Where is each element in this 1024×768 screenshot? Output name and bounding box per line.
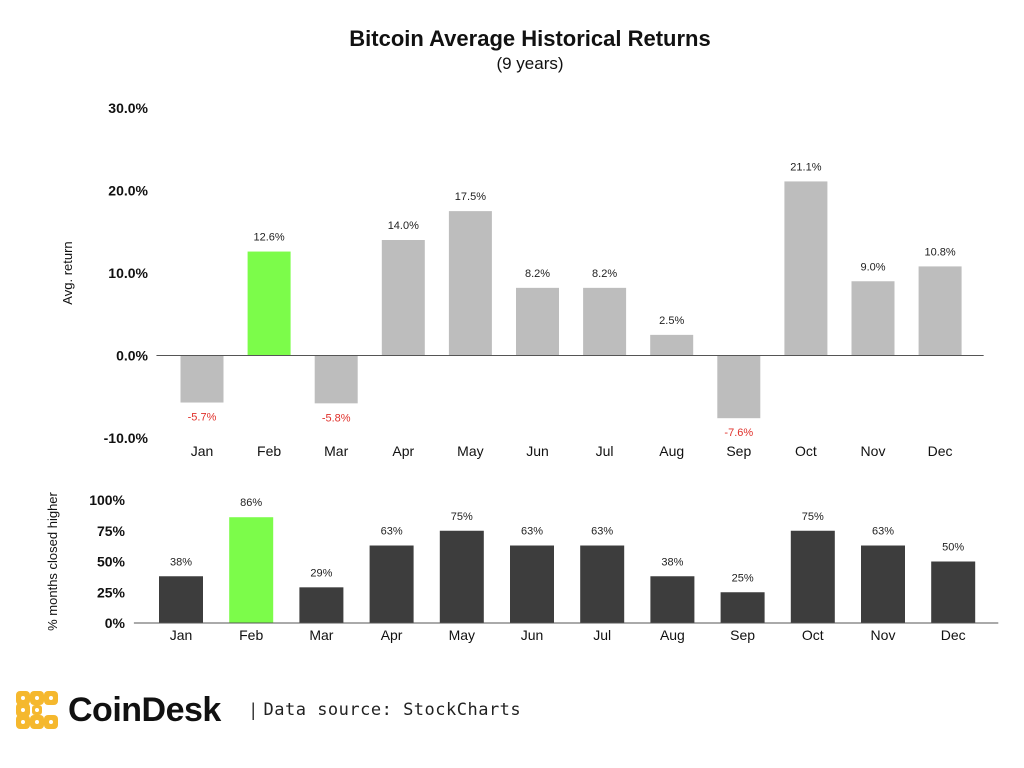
closed-higher-data-label: 63% [521,526,543,538]
footer-separator: | [250,699,256,720]
return-bar [583,287,627,356]
return-category-label: Jun [526,443,549,459]
closed-higher-data-label: 63% [381,526,403,538]
return-data-label: -5.7% [188,412,217,424]
closed-higher-category-label: Dec [941,627,966,643]
return-data-label: 14.0% [388,220,419,232]
return-category-label: Apr [392,443,414,459]
closed-higher-data-label: 63% [872,526,894,538]
closed-higher-data-label: 50% [942,542,964,554]
return-ylabel: Avg. return [60,241,75,304]
closed-higher-bar [931,561,976,623]
closed-higher-data-label: 63% [591,526,613,538]
return-data-label: -7.6% [724,427,753,439]
closed-higher-category-label: Feb [239,627,263,643]
closed-higher-category-label: Nov [871,627,896,643]
closed-higher-bar [299,587,344,623]
closed-higher-ytick-label: 25% [97,584,126,600]
closed-higher-bar [580,545,625,623]
closed-higher-bar [159,576,203,623]
return-bar [918,266,962,356]
closed-higher-data-label: 75% [451,511,473,523]
closed-higher-category-label: Aug [660,627,685,643]
return-category-label: Aug [659,443,684,459]
closed-higher-ytick-label: 75% [97,523,126,539]
data-source: Data source: StockCharts [263,700,522,720]
return-bar [448,211,492,356]
charts-area: 30.0% 20.0% 10.0% 0.0% -10.0% Avg. return -5.7… [45,100,999,643]
closed-higher-bar [720,592,765,623]
return-bar [247,251,291,356]
closed-higher-bar [650,576,695,623]
closed-higher-data-label: 86% [240,497,262,509]
closed-higher-bar [439,530,484,623]
closed-higher-bar [510,545,554,623]
closed-higher-category-label: Jan [170,627,193,643]
return-ytick-label: -10.0% [104,430,149,446]
closed-higher-bar [861,545,905,623]
return-category-label: Nov [861,443,886,459]
chart-title: Bitcoin Average Historical Returns [349,26,711,51]
return-bar [516,287,559,356]
return-bar [650,334,694,356]
closed-higher-ylabel: % months closed higher [45,491,60,630]
return-category-label: Mar [324,443,348,459]
return-category-label: Oct [795,443,817,459]
return-data-label: 8.2% [592,268,617,280]
return-bar [784,181,828,356]
return-ytick-label: 0.0% [116,348,148,364]
closed-higher-data-label: 38% [170,556,192,568]
closed-higher-category-label: Apr [381,627,403,643]
closed-higher-data-label: 38% [661,556,683,568]
return-ytick-label: 30.0% [108,100,148,116]
chart-subtitle: (9 years) [496,54,564,73]
return-data-label: 12.6% [253,232,284,244]
footer: CoinDesk | Data source: StockCharts [14,688,521,732]
return-bar [851,281,895,356]
return-bar [717,355,761,419]
closed-higher-category-label: Oct [802,627,824,643]
return-category-label: Jan [191,443,214,459]
closed-higher-ytick-label: 50% [97,554,126,570]
closed-higher-bar [790,530,835,623]
closed-higher-ytick-label: 100% [89,492,125,508]
return-data-label: 17.5% [455,191,486,203]
closed-higher-data-label: 25% [732,572,754,584]
closed-higher-category-label: Mar [309,627,333,643]
return-data-label: 2.5% [659,315,684,327]
return-data-label: 21.1% [790,161,821,173]
return-data-label: 8.2% [525,268,550,280]
return-bar [314,355,358,404]
closed-higher-ytick-label: 0% [105,615,126,631]
return-ytick-label: 10.0% [108,265,148,281]
return-category-label: May [457,443,483,459]
closed-higher-bar [229,517,274,623]
closed-higher-data-label: 29% [310,567,332,579]
return-category-label: Sep [726,443,751,459]
return-bar [180,355,224,403]
return-data-label: -5.8% [322,412,351,424]
return-category-label: Feb [257,443,281,459]
return-data-label: 10.8% [924,246,955,258]
return-category-label: Jul [596,443,614,459]
return-category-label: Dec [928,443,953,459]
closed-higher-category-label: Jul [593,627,611,643]
return-data-label: 9.0% [860,261,885,273]
closed-higher-category-label: Jun [521,627,544,643]
logo-text: CoinDesk [68,690,221,729]
closed-higher-category-label: Sep [730,627,755,643]
return-bar [381,240,425,356]
closed-higher-data-label: 75% [802,511,824,523]
return-ytick-label: 20.0% [108,183,148,199]
coindesk-logo-icon [16,691,58,729]
closed-higher-category-label: May [449,627,475,643]
closed-higher-bar [369,545,414,623]
